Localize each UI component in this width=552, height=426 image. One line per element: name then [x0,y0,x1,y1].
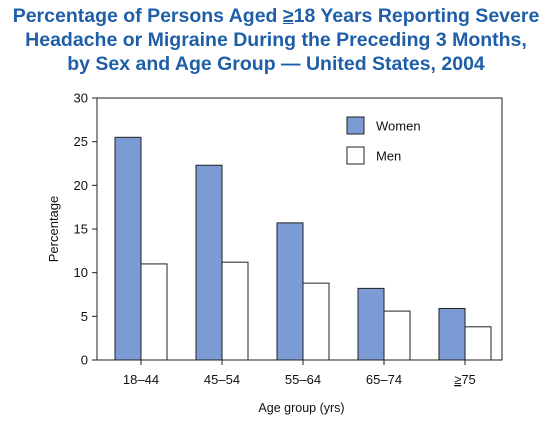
chart-title: Percentage of Persons Aged ≥18 Years Rep… [0,4,552,76]
ge-symbol: ≥ [454,372,461,387]
legend-label-men: Men [376,149,401,164]
x-tick-label: 55–64 [285,372,321,387]
bar-women [357,287,385,361]
y-axis-label: Percentage [46,196,61,263]
bar-men [140,263,168,361]
x-tick-label: 45–54 [204,372,240,387]
x-tick-label: 18–44 [123,372,159,387]
legend-label-women: Women [376,119,421,134]
title-line-2: Headache or Migraine During the Precedin… [25,29,527,51]
title-line-1: Percentage of Persons Aged ≥18 Years Rep… [0,4,552,28]
title-line-3: by Sex and Age Group — United States, 20… [67,53,485,75]
x-tick-label-value: 75 [461,372,475,387]
legend-swatch-women [346,116,365,135]
title-line-1-end: 18 Years Reporting Severe [293,5,540,27]
bar-women [195,164,223,361]
bar-women [438,307,466,361]
bar-men [383,310,411,361]
legend-swatch-men [346,146,365,165]
y-tick-label: 15 [74,222,88,237]
y-tick-label: 5 [81,309,88,324]
y-tick-label: 20 [74,178,88,193]
bar-men [302,282,330,361]
x-axis-label: Age group (yrs) [258,401,344,415]
bar-men [221,261,249,361]
y-tick-label: 25 [74,134,88,149]
title-ge-symbol: ≥ [282,5,294,27]
x-tick-label: 65–74 [366,372,402,387]
y-tick-label: 30 [74,91,88,106]
x-tick-label: ≥75 [454,372,476,387]
bar-men [464,326,492,361]
title-line-1-start: Percentage of Persons Aged [12,5,283,27]
bar-women [114,136,142,361]
y-tick-label: 10 [74,265,88,280]
y-tick-label: 0 [81,353,88,368]
bar-women [276,222,304,361]
